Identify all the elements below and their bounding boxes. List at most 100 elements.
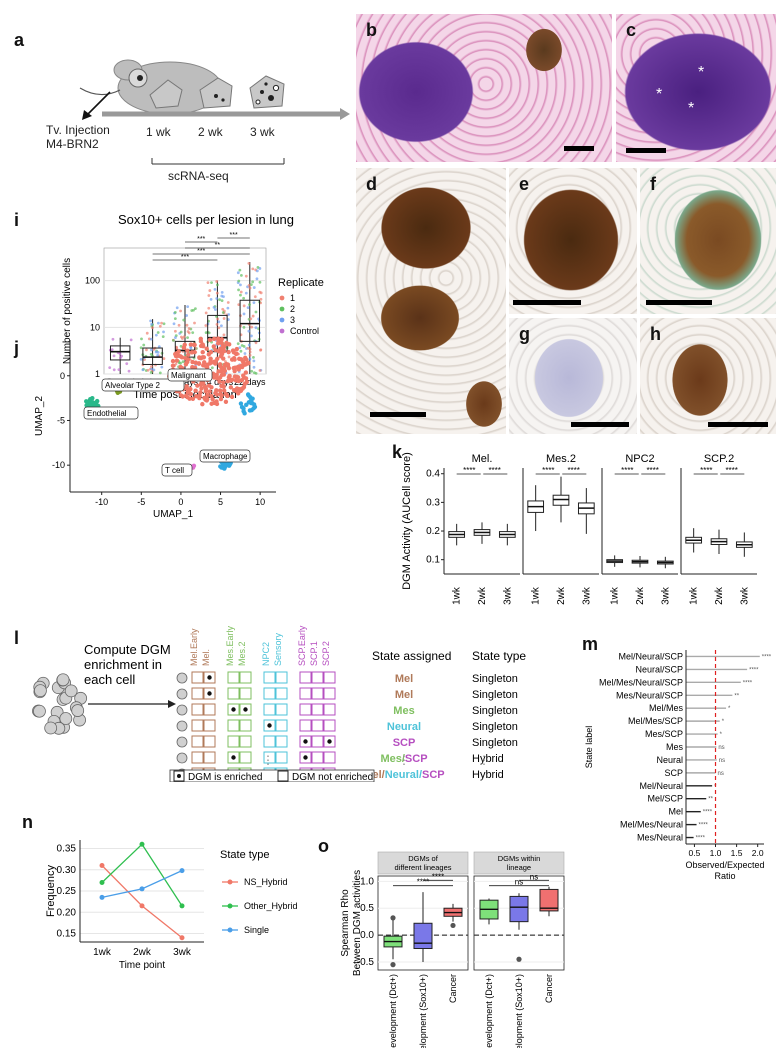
scale-bar [646,300,712,305]
state-type: Singleton [472,689,518,701]
umap-point [200,355,205,360]
umap-point [199,380,204,386]
y-tick-label: Mel/SCP [647,794,683,804]
data-point [156,354,160,357]
facet-title: Mes.2 [546,453,576,465]
dgm-cell [311,751,324,764]
data-point [258,280,262,284]
data-point [152,368,156,372]
facet-strip [473,851,565,875]
data-point [158,371,162,375]
data-point [173,329,177,333]
umap-point [227,461,233,467]
umap-point [217,337,222,343]
data-point [239,349,243,353]
dgm-cell [323,719,336,732]
series-point [179,935,185,941]
legend-swatch-dot [227,879,233,885]
umap-point [246,360,251,366]
dgm-cell [203,735,216,748]
umap-point [222,368,228,374]
panel-a-schematic [79,59,350,165]
umap-point [192,342,197,348]
micrograph-d: d [356,168,506,434]
data-point [156,321,160,325]
umap-point [211,336,217,342]
compute-text: enrichment in [84,657,162,672]
umap-point [200,401,205,407]
facet-title: NPC2 [625,453,654,465]
umap-point [225,393,230,399]
data-point [255,277,259,281]
sig-label: **** [743,680,753,686]
umap-point [198,390,203,395]
chart-j: -10 -5 0 5 10 0 -5 -10 Alveolar Type 2 Malignant E… [34,336,276,520]
umap-point [229,394,235,400]
data-point [145,348,148,352]
enriched-dot [207,675,212,680]
umap-point [201,363,206,368]
umap-point [220,343,226,348]
dgm-cell [263,751,276,764]
sig-label: **** [542,466,554,475]
umap-point [186,352,191,357]
sig-label: *** [197,236,205,243]
data-point [252,365,256,369]
x-tick-label: 1wk [689,586,700,605]
facet-title: lineage [507,863,531,872]
series-point [179,903,185,909]
panel-label-i: i [14,210,20,230]
box [239,299,261,342]
umap-point [207,337,213,343]
data-point [237,288,240,292]
cell-icon [59,712,73,725]
data-point [237,303,241,307]
data-point [243,352,247,355]
data-point [179,330,183,334]
data-point [244,291,248,295]
umap-point [189,350,195,355]
data-point [185,323,189,327]
data-point [213,287,217,291]
legend-swatch-dot [227,903,233,909]
y-tick-label: 10 [90,322,100,332]
data-point [248,350,252,354]
data-point [251,280,255,284]
umap-point [216,369,221,374]
data-point [242,296,246,300]
state-assigned: Neural [387,721,421,733]
umap-point [179,355,185,360]
data-point [110,348,114,351]
panel-label-n: n [22,812,33,832]
sig-label: * [722,719,725,725]
dgm-cell [275,735,288,748]
dgm-cell [203,751,216,764]
dgm-cell [239,687,252,700]
y-tick-label: Mel [668,807,683,817]
data-point [162,357,166,360]
data-point [226,306,230,310]
state-type: Singleton [472,721,518,733]
dgm-cell [299,671,312,684]
state-assigned: Mel [395,673,413,685]
dgm-cell [227,687,240,700]
data-point [236,342,240,346]
umap-point [185,348,190,353]
data-point [226,318,230,321]
state-type: Hybrid [472,769,504,781]
enriched-dot [267,723,272,728]
data-point [222,317,226,320]
umap-point [218,396,224,402]
sig-label: *** [197,248,205,255]
umap-point [176,349,181,354]
sig-label: ns [515,878,523,887]
data-point [175,306,179,310]
scale-bar [708,422,768,427]
data-point [149,370,153,374]
dgm-cell [263,719,276,732]
umap-point [206,352,211,357]
cluster-label-box [83,406,139,420]
y-axis-label: DGM Activity (AUCell score) [401,452,413,590]
umap-point [215,356,220,361]
data-point [220,290,224,294]
